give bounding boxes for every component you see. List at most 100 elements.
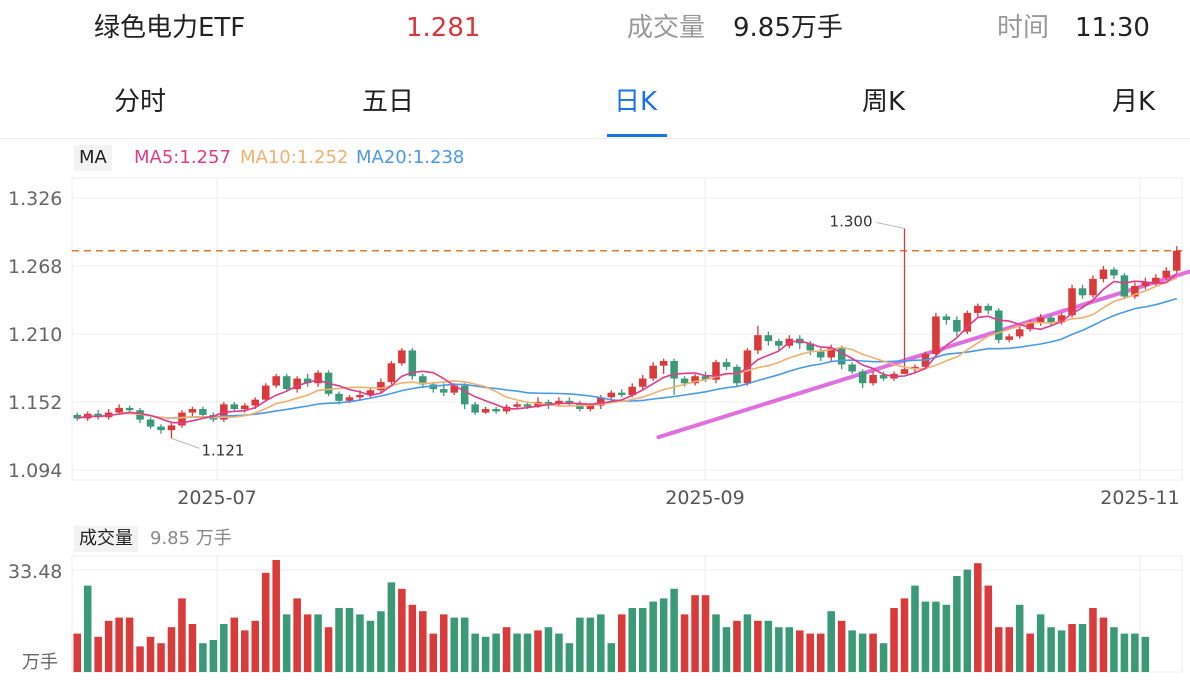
- candle: [555, 397, 563, 407]
- tab-daily-k[interactable]: 日K: [614, 87, 658, 117]
- candle: [827, 344, 835, 363]
- candle: [94, 410, 102, 420]
- candle: [429, 382, 438, 393]
- candle: [806, 341, 815, 356]
- volume-bar: [502, 627, 511, 672]
- candle: [994, 308, 1003, 344]
- candle: [754, 325, 762, 354]
- candle-body: [670, 360, 678, 379]
- candle: [356, 390, 364, 400]
- tab-intraday[interactable]: 分时: [114, 87, 167, 117]
- tab-weekly-k[interactable]: 周K: [862, 87, 906, 117]
- candle: [513, 402, 521, 410]
- volume-bar: [628, 608, 637, 672]
- candle-body: [104, 412, 113, 418]
- candle: [450, 383, 458, 395]
- candle-body: [597, 397, 605, 406]
- candle: [387, 360, 396, 385]
- candle: [701, 371, 710, 383]
- ma20-legend: MA20:1.238: [356, 147, 465, 168]
- volume-bar: [377, 611, 385, 672]
- candle: [879, 371, 888, 381]
- volume-bar: [858, 633, 867, 672]
- candle: [722, 358, 731, 371]
- volume-bar: [1005, 627, 1013, 672]
- candle: [502, 404, 511, 414]
- volume-bar: [785, 627, 794, 672]
- volume-bar: [816, 633, 825, 672]
- date-axis: 2025-07 2025-09 2025-11: [177, 487, 1179, 509]
- candle: [377, 378, 385, 393]
- candle-body: [1068, 288, 1076, 316]
- volume-bar: [439, 614, 448, 672]
- volume-bar: [963, 569, 972, 672]
- candle: [230, 402, 239, 412]
- candle-body: [994, 310, 1003, 340]
- volume-bar: [523, 633, 532, 672]
- candle-body: [775, 341, 783, 346]
- candle-body: [146, 419, 155, 427]
- volume-bar: [1120, 633, 1129, 672]
- volume-bar: [492, 633, 500, 672]
- last-price: 1.281: [406, 13, 481, 43]
- low-annotation: 1.121: [201, 441, 244, 459]
- volume-bar: [1110, 627, 1118, 672]
- volume-bar: [1141, 636, 1150, 672]
- candle-body: [136, 410, 144, 420]
- candle-body: [963, 312, 972, 332]
- candle-body: [900, 369, 909, 374]
- candle-body: [199, 409, 207, 415]
- volume-bar: [1068, 624, 1076, 672]
- candle: [638, 375, 647, 390]
- candle-body: [261, 385, 270, 400]
- candle: [963, 310, 972, 334]
- candle-body: [1131, 285, 1139, 297]
- candle: [617, 389, 626, 398]
- candle-body: [303, 378, 312, 384]
- candle: [597, 394, 605, 410]
- candle: [628, 383, 637, 398]
- candle-body: [366, 390, 375, 395]
- ma-legend-chip[interactable]: MA: [74, 145, 112, 171]
- candle: [272, 373, 280, 388]
- candle-body: [94, 413, 102, 418]
- tab-monthly-k[interactable]: 月K: [1112, 87, 1156, 117]
- candle: [136, 407, 144, 424]
- volume-bar: [586, 617, 595, 672]
- annotations: 1.300 1.121: [171, 212, 905, 459]
- candle-body: [293, 378, 301, 390]
- candle-body: [209, 414, 218, 420]
- candle: [1099, 266, 1108, 283]
- candle-body: [869, 375, 877, 384]
- candle-body: [481, 409, 490, 413]
- tab-five-day[interactable]: 五日: [362, 87, 415, 117]
- candle-body: [178, 412, 186, 426]
- candle: [848, 362, 856, 374]
- volume-bar: [1089, 608, 1097, 672]
- volume-bar: [188, 624, 197, 672]
- price-tick-label-1: 1.268: [8, 256, 62, 278]
- candle: [1036, 314, 1045, 326]
- date-tick-label-1: 2025-09: [665, 487, 744, 509]
- volume-bar: [827, 611, 835, 672]
- candle: [764, 331, 773, 346]
- volume-legend-chip[interactable]: 成交量: [74, 526, 138, 552]
- candle: [83, 411, 92, 421]
- volume-bar: [73, 633, 82, 672]
- volume-bar: [293, 598, 301, 672]
- candle-body: [523, 404, 532, 407]
- candle-body: [241, 405, 249, 410]
- volume-value: 9.85万手: [733, 13, 843, 43]
- candle: [837, 345, 846, 370]
- volume-bar: [544, 627, 553, 672]
- candle: [607, 390, 616, 401]
- candle-body: [890, 373, 898, 379]
- volume-bar: [157, 643, 165, 672]
- candle: [398, 348, 406, 366]
- candle-body: [387, 363, 396, 383]
- candle: [324, 370, 333, 397]
- candle-body: [73, 414, 82, 419]
- candle-body: [398, 350, 406, 364]
- volume-bar: [1057, 630, 1066, 672]
- candle-body: [754, 335, 762, 351]
